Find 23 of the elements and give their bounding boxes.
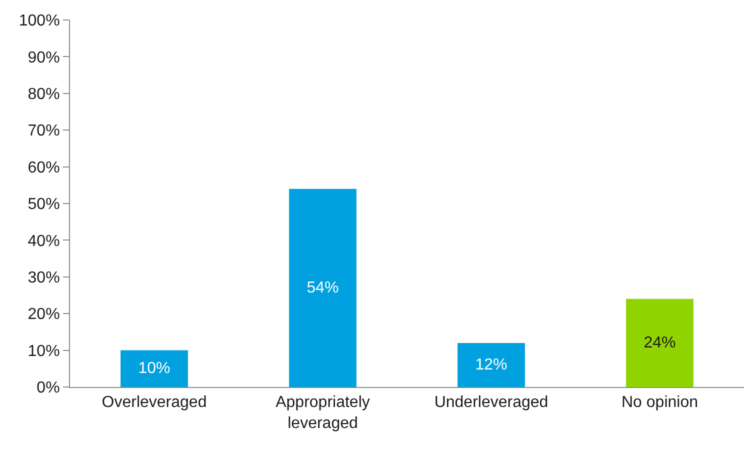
data-label: 54% bbox=[306, 279, 339, 296]
y-tick-label: 80% bbox=[28, 86, 60, 103]
y-tick-label: 100% bbox=[18, 12, 60, 30]
bar bbox=[626, 298, 694, 387]
y-tick-label: 60% bbox=[28, 159, 60, 176]
bar bbox=[289, 188, 356, 387]
x-tick-label: Overleveraged bbox=[102, 394, 207, 412]
data-label: 24% bbox=[644, 334, 676, 352]
y-tick-label: 40% bbox=[28, 232, 60, 250]
x-tick-label: Appropriately leveraged bbox=[276, 394, 370, 432]
y-tick-label: 30% bbox=[28, 270, 60, 286]
y-tick-label: 0% bbox=[36, 380, 60, 397]
bar bbox=[458, 342, 525, 387]
x-tick-label: No opinion bbox=[622, 394, 698, 412]
data-label: 10% bbox=[138, 360, 170, 378]
y-tick-label: 90% bbox=[28, 49, 60, 66]
y-tick-label: 70% bbox=[28, 122, 60, 140]
y-tick-label: 50% bbox=[28, 196, 60, 214]
data-label: 12% bbox=[475, 356, 508, 374]
y-tick-label: 20% bbox=[28, 306, 60, 324]
bar bbox=[120, 350, 188, 387]
y-tick-label: 10% bbox=[28, 342, 60, 360]
x-tick-label: Underleveraged bbox=[434, 394, 548, 412]
